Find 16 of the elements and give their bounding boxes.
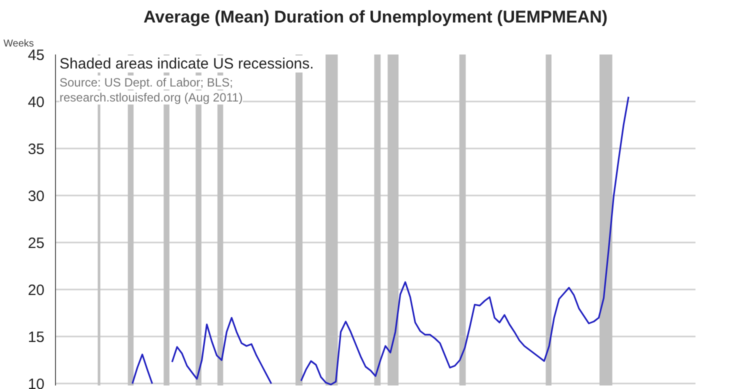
annotation: Shaded areas indicate US recessions. [60,56,314,72]
y-tick-label: 20 [28,282,45,300]
y-tick-label: 25 [28,235,45,252]
annotation: research.stlouisfed.org (Aug 2011) [60,90,243,104]
y-tick-label: 40 [28,94,45,112]
y-tick-label: 35 [28,141,45,158]
y-tick-label: 10 [28,376,45,389]
chart-title: Average (Mean) Duration of Unemployment (UEMPMEAN) [143,8,608,26]
y-tick-label: 30 [28,188,45,206]
line-series [300,96,630,386]
y-tick-label: 45 [28,47,45,64]
y-axis-title: Weeks [4,38,34,50]
y-tick-label: 15 [28,329,45,346]
line-series [171,316,272,384]
line-series [132,354,154,384]
annotation: Source: US Dept. of Labor; BLS; [60,76,233,90]
